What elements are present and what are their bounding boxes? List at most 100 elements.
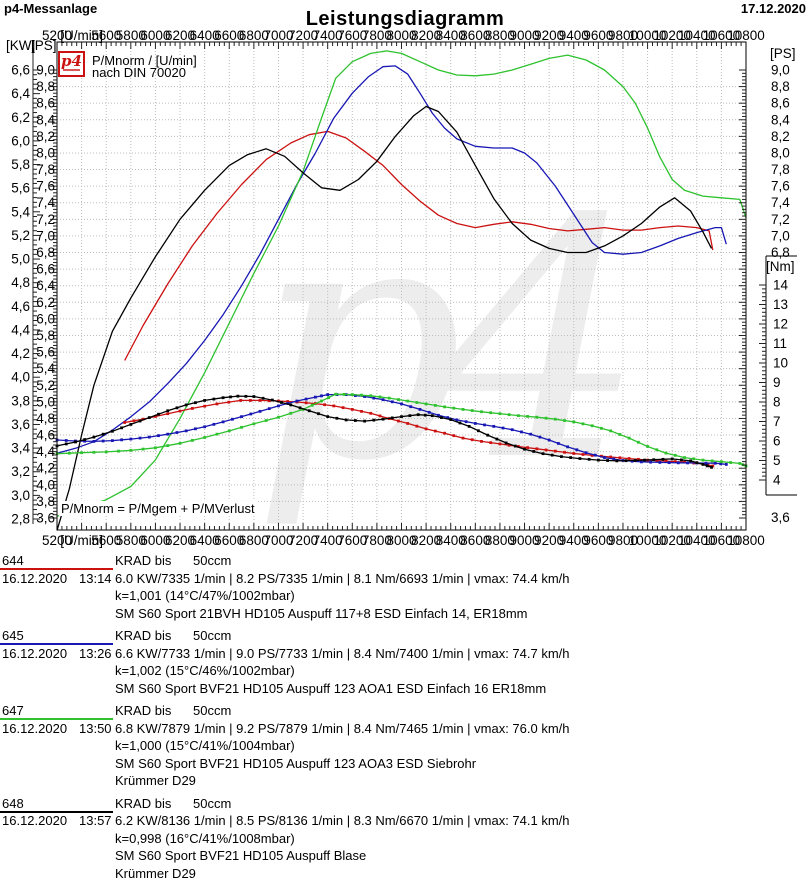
- series-marker: [470, 438, 474, 442]
- kw-tick-label: 6,6: [11, 63, 30, 78]
- series-marker: [104, 450, 108, 454]
- series-marker: [221, 396, 225, 400]
- series-marker: [724, 463, 728, 466]
- ps-right-tick-label: 8,6: [771, 96, 790, 111]
- record-color-line: [0, 643, 113, 645]
- series-marker: [443, 405, 446, 409]
- series-marker: [553, 449, 557, 453]
- series-marker: [590, 454, 594, 457]
- ps-left-tick-label: 8,8: [36, 79, 55, 94]
- ps-right-tick-label: 8,8: [771, 79, 790, 94]
- series-marker: [74, 440, 77, 444]
- series-marker: [504, 441, 508, 445]
- record-correction: k=1,000 (15°C/41%/1004mbar): [115, 738, 295, 753]
- series-marker: [541, 452, 545, 456]
- ps-right-tick-label: 8,0: [771, 145, 790, 160]
- record-class-line: KRAD bis 50ccm: [115, 702, 810, 720]
- x-tick-label-bottom: 7400: [313, 533, 343, 548]
- kw-tick-label: 3,8: [11, 393, 30, 408]
- series-marker: [661, 457, 665, 461]
- series-marker: [449, 418, 453, 421]
- kw-tick-label: 6,4: [11, 86, 30, 101]
- series-marker: [676, 461, 680, 465]
- series-marker: [335, 416, 339, 420]
- x-tick-label-top: 5600: [91, 28, 121, 43]
- series-marker: [424, 402, 428, 406]
- series-marker: [277, 404, 280, 408]
- series-marker: [397, 419, 400, 423]
- series-marker: [363, 419, 366, 423]
- series-marker: [646, 445, 649, 448]
- series-marker: [600, 426, 603, 430]
- series-marker: [535, 447, 539, 451]
- series-marker: [575, 448, 579, 452]
- series-marker: [606, 459, 609, 462]
- nm-tick-label: 8: [773, 395, 781, 410]
- x-tick-label-top: 5200: [42, 28, 72, 43]
- x-tick-label-top: 8600: [460, 28, 490, 43]
- ps-left-axis-header: [PS]: [31, 38, 57, 53]
- x-tick-label-bottom: [U/min]: [60, 533, 103, 548]
- series-marker: [501, 426, 505, 430]
- series-marker: [492, 424, 496, 428]
- series-marker: [458, 421, 462, 425]
- record-result: 6.6 KW/7733 1/min | 9.0 PS/7733 1/min | …: [115, 645, 570, 661]
- series-marker: [289, 403, 293, 407]
- x-tick-label-top: 6800: [239, 28, 269, 43]
- series-marker: [360, 409, 363, 413]
- series-marker: [390, 400, 394, 404]
- series-marker: [369, 411, 373, 415]
- series-marker: [212, 422, 216, 426]
- ps-left-tick-label: 5,0: [36, 394, 55, 409]
- record-class-line: KRAD bis 50ccm: [115, 552, 810, 570]
- record-time: 13:50: [79, 720, 112, 736]
- series-marker: [194, 427, 197, 431]
- series-marker: [132, 419, 136, 423]
- series-marker: [378, 414, 382, 418]
- series-marker: [166, 432, 170, 436]
- record-body: KRAD bis 50ccm 6.2 KW/8136 1/min | 8.5 PS/…: [115, 795, 810, 883]
- series-marker: [267, 407, 271, 411]
- series-marker: [270, 398, 274, 402]
- record-date: 16.12.2020: [2, 720, 68, 736]
- record-result: 6.8 KW/7879 1/min | 9.2 PS/7879 1/min | …: [115, 720, 570, 736]
- series-marker: [310, 403, 314, 407]
- series-marker: [529, 432, 533, 436]
- series-marker: [452, 406, 456, 410]
- record-date: 16.12.2020: [2, 570, 68, 586]
- series-marker: [563, 450, 566, 454]
- record-setup: SM S60 Sport BVF21 HD105 Auspuff 123 AOA…: [115, 680, 547, 696]
- series-marker: [633, 459, 637, 462]
- series-marker: [129, 437, 133, 441]
- record-time: 13:26: [79, 645, 112, 661]
- performance-chart: p452005200[U/min][U/min]5600560058005800…: [6, 28, 797, 548]
- series-marker: [544, 448, 548, 452]
- series-marker: [416, 413, 420, 417]
- series-marker: [353, 419, 357, 422]
- displacement: 50ccm: [193, 703, 232, 718]
- record-color-line: [0, 568, 113, 570]
- series-marker: [110, 429, 114, 433]
- series-marker: [569, 456, 573, 459]
- series-marker: [664, 451, 668, 455]
- record-id: 647: [2, 703, 24, 718]
- series-marker: [184, 429, 188, 433]
- record-correction: k=1,001 (14°C/47%/1002mbar): [115, 588, 295, 603]
- kw-tick-label: 3,6: [11, 417, 30, 432]
- record-correction: k=0,998 (16°C/41%/1008mbar): [115, 830, 295, 846]
- series-marker: [437, 413, 440, 417]
- series-marker: [609, 455, 613, 459]
- series-marker: [452, 434, 456, 438]
- series-marker: [409, 405, 413, 409]
- record-644: 644 16.12.2020 13:14 KRAD bis 50ccm 6.0 KW/73…: [0, 552, 810, 627]
- record-class-line: KRAD bis 50ccm: [115, 627, 810, 645]
- x-tick-label-bottom: 9600: [583, 533, 613, 548]
- series-marker: [427, 410, 431, 414]
- record-id: 645: [2, 628, 24, 643]
- x-tick-label-top: 10200: [653, 28, 691, 43]
- series-marker: [120, 426, 123, 430]
- record-setup: Krümmer D29: [115, 773, 196, 788]
- series-marker: [289, 411, 293, 415]
- series-marker: [719, 462, 723, 466]
- series-marker: [467, 424, 471, 428]
